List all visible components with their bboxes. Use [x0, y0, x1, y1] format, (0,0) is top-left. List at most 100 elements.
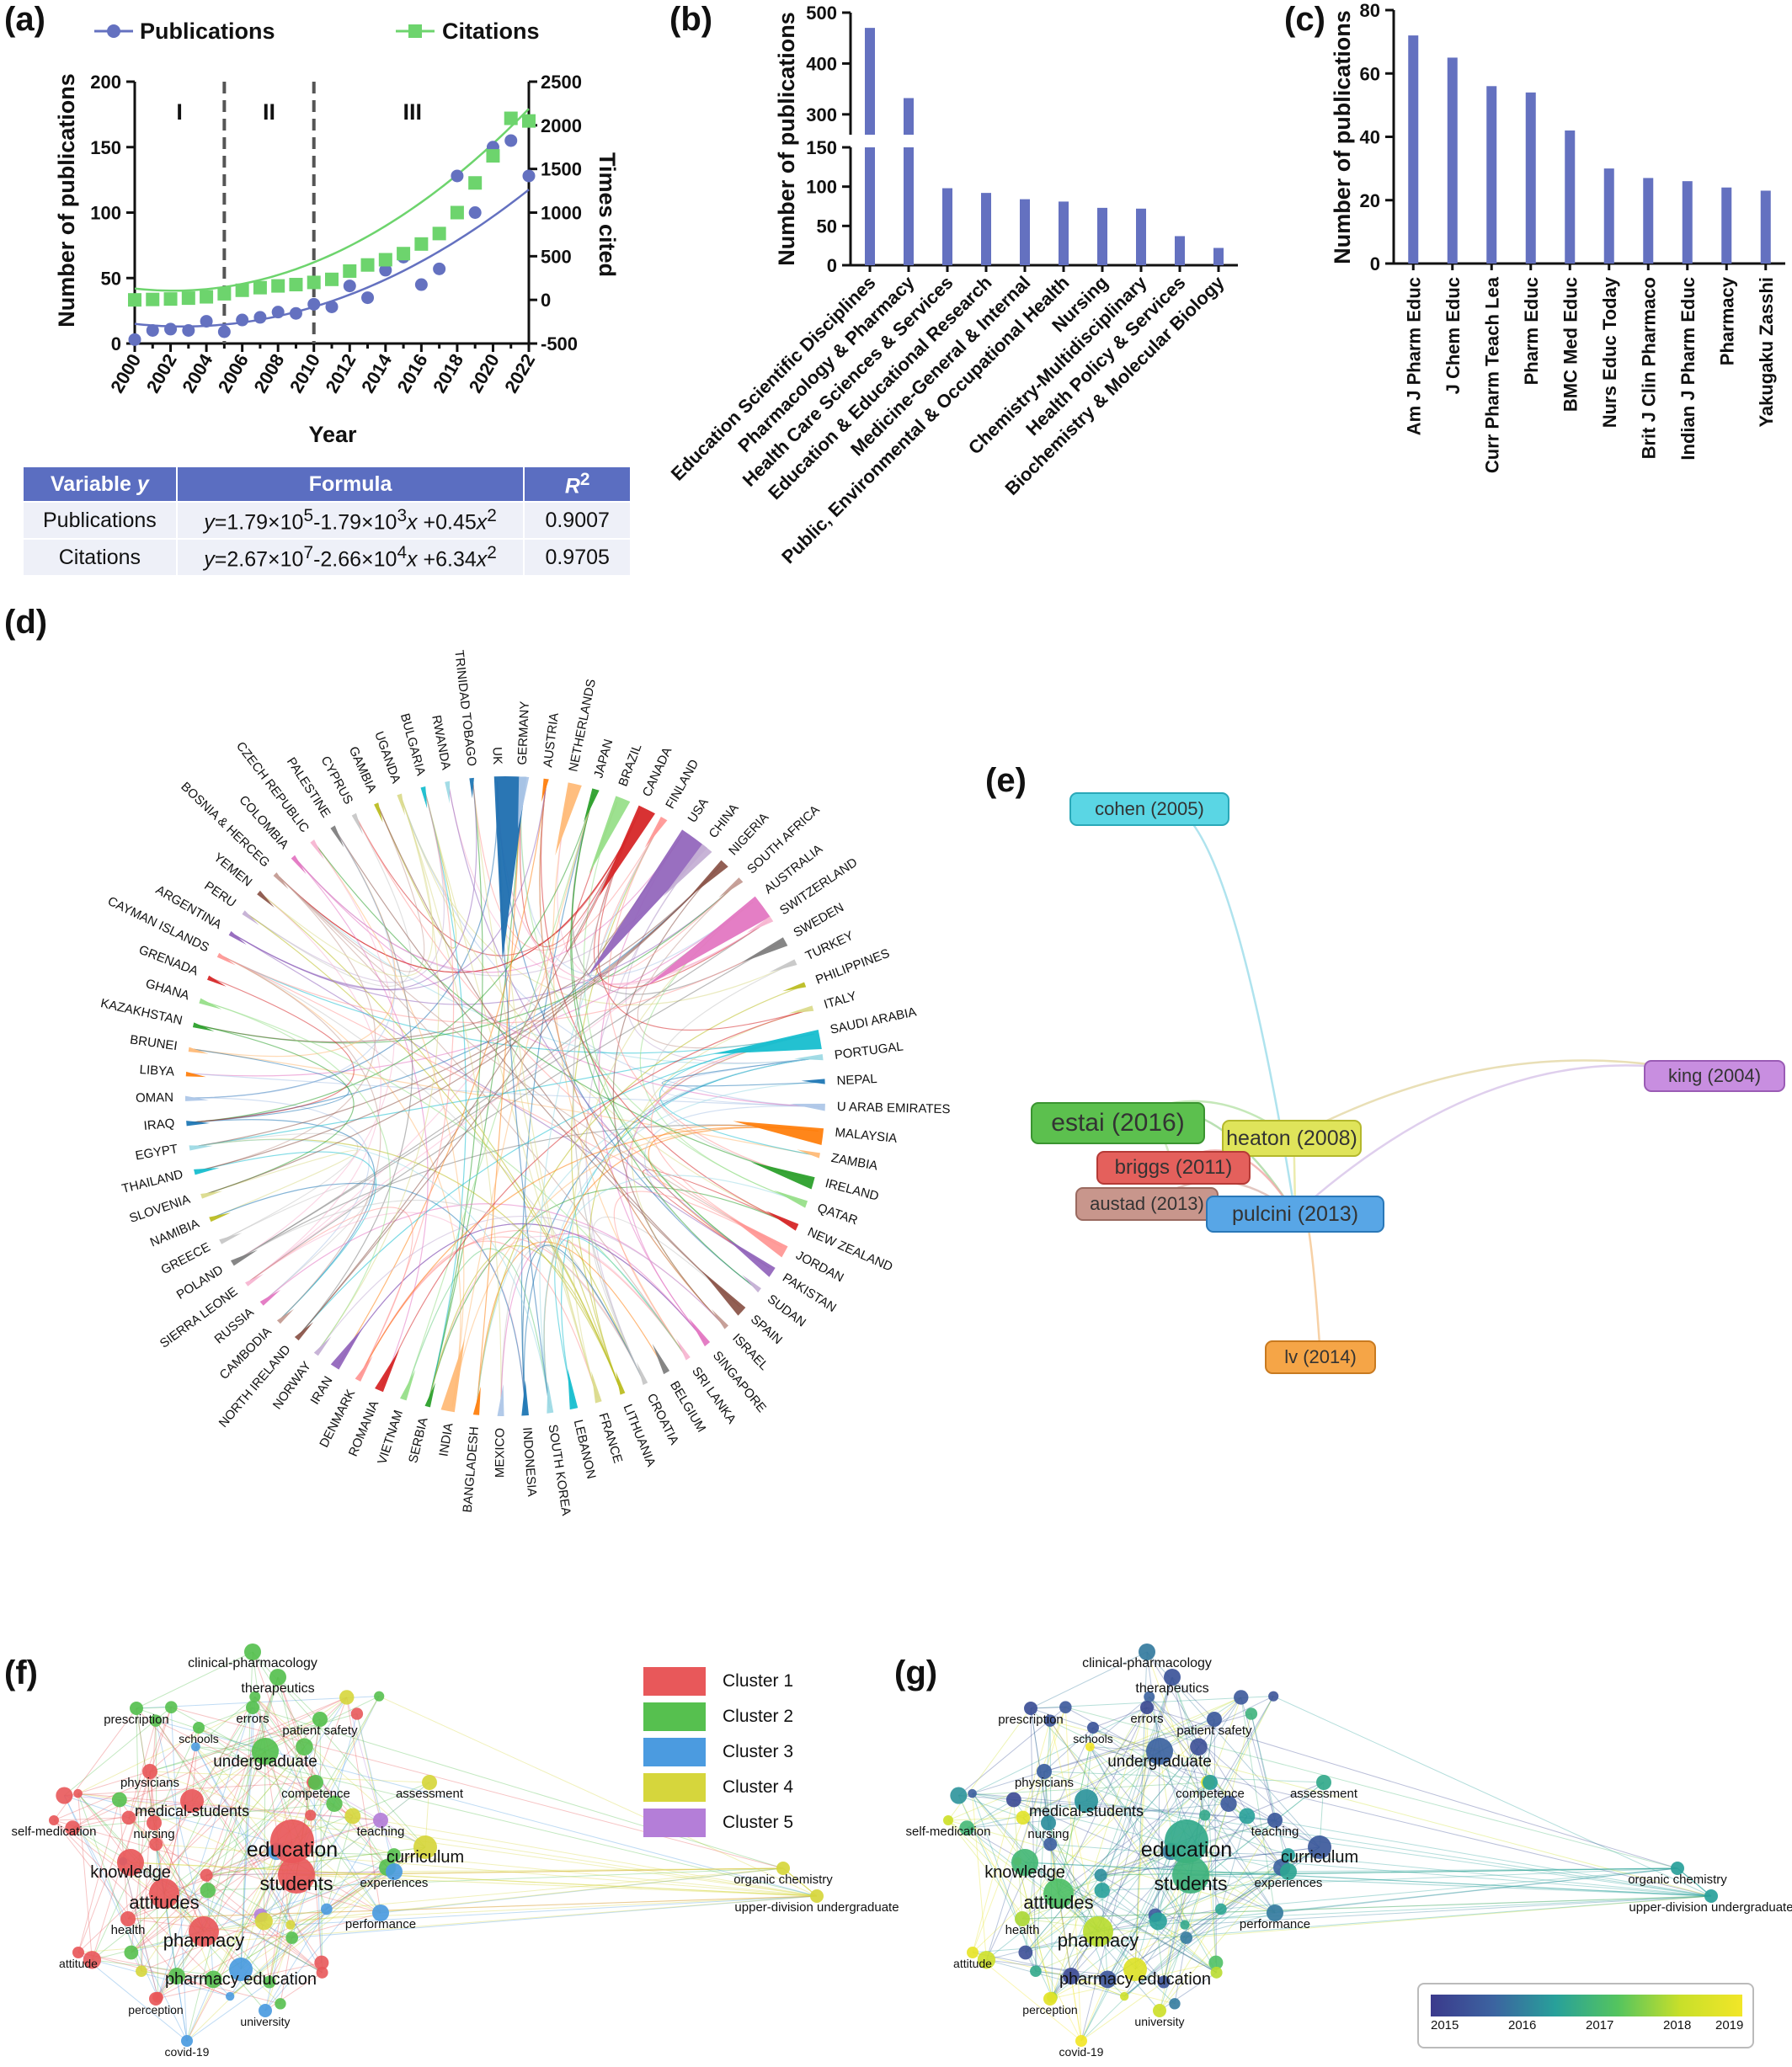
chord-link [448, 786, 770, 1269]
chord-link [249, 894, 381, 1281]
keyword-link [1174, 1937, 1187, 2004]
country-label: SLOVENIA [128, 1192, 193, 1226]
keyword-link [260, 1782, 430, 1916]
publication-point [433, 262, 446, 275]
chord-link [613, 1191, 782, 1356]
y2-tick-label: 500 [541, 246, 572, 267]
keyword-link [1190, 1867, 1678, 1876]
keyword-link [966, 1827, 1217, 1974]
keyword-link [296, 1874, 818, 1897]
publication-point [468, 206, 482, 219]
keyword-link [1080, 1981, 1165, 2042]
paper-node[interactable]: briggs (2011) [1096, 1151, 1251, 1185]
country-sector [636, 1361, 648, 1385]
keyword-link [1146, 1651, 1283, 1868]
chord-link [234, 782, 477, 990]
keyword-label: competence [281, 1787, 350, 1801]
keyword-link [1159, 1819, 1276, 2011]
citation-point [343, 264, 357, 278]
keyword-link [198, 1707, 253, 1729]
keyword-node [1083, 1916, 1113, 1947]
citation-point [253, 280, 267, 295]
legend-swatch [643, 1773, 706, 1802]
keyword-link [352, 1815, 818, 1897]
paper-node[interactable]: estai (2016) [1031, 1102, 1205, 1144]
keyword-node [1149, 1912, 1167, 1931]
keyword-link [966, 1827, 1099, 1932]
y2-tick-label: 2000 [541, 115, 582, 136]
y-tick-label: 150 [90, 137, 121, 158]
keyword-node [1214, 1903, 1227, 1915]
paper-node[interactable]: cohen (2005) [1069, 792, 1229, 826]
keyword-link [393, 1854, 818, 1897]
chord-link [299, 1033, 814, 1335]
keyword-link [782, 1867, 818, 1897]
keyword-node [1220, 1795, 1237, 1812]
keyword-node [1041, 1815, 1056, 1830]
keyword-link [264, 1867, 388, 2011]
x-tick-label: 2012 [321, 350, 360, 397]
keyword-link [1228, 1713, 1252, 1804]
keyword-link [310, 1814, 381, 1914]
chord-link [296, 860, 429, 1387]
y-tick-label: 100 [90, 203, 121, 224]
keyword-link [191, 1727, 200, 1802]
keyword-node [200, 1883, 216, 1899]
phase-label: III [403, 99, 422, 125]
chord-link [404, 1248, 551, 1409]
keyword-label: undergraduate [1107, 1753, 1212, 1771]
keyword-node [130, 1702, 143, 1715]
y-tick-label: 150 [806, 137, 837, 158]
fit-curve-citations [134, 108, 530, 292]
keyword-link [378, 1696, 818, 1897]
keyword-label: attitudes [1023, 1892, 1093, 1913]
bar [1643, 178, 1654, 264]
keyword-link [163, 1893, 281, 2005]
publication-point [146, 323, 159, 337]
keyword-node [1144, 1691, 1155, 1702]
citation-point [468, 176, 483, 190]
paper-node[interactable]: heaton (2008) [1222, 1120, 1362, 1157]
publication-point [289, 306, 302, 320]
chord-link [476, 986, 801, 1410]
country-sector [228, 930, 247, 946]
keyword-link [1213, 1718, 1218, 1973]
chord-link [317, 1216, 723, 1350]
keyword-link [229, 1867, 388, 1997]
citation-point [181, 291, 195, 306]
keyword-node [959, 1820, 975, 1836]
chord-link [593, 811, 768, 989]
keyword-link [972, 1793, 1712, 1897]
paper-node[interactable]: austad (2013) [1075, 1187, 1219, 1221]
keyword-link [356, 1713, 381, 1821]
paper-node[interactable]: lv (2014) [1265, 1340, 1376, 1374]
y2-tick-label: 1000 [541, 203, 582, 224]
keyword-node [1210, 1966, 1223, 1979]
keyword-node [72, 1947, 84, 1958]
country-sector [675, 1338, 691, 1361]
keyword-node [413, 1835, 437, 1859]
paper-node[interactable]: king (2004) [1644, 1060, 1785, 1092]
table-header-formula: Formula [176, 467, 525, 502]
citation-point [325, 272, 339, 286]
country-sector [616, 1371, 626, 1395]
keyword-link [156, 1843, 818, 1897]
paper-node[interactable]: pulcini (2013) [1206, 1196, 1384, 1233]
country-sector [712, 1029, 822, 1054]
keyword-link [53, 1697, 347, 1821]
keyword-node [1094, 1868, 1107, 1882]
keyword-node [1087, 1722, 1099, 1734]
keyword-link [195, 1746, 291, 1926]
keyword-node [1671, 1862, 1684, 1875]
keyword-link [77, 1799, 120, 1953]
keyword-link [1146, 1707, 1678, 1869]
chord-link [428, 781, 523, 1402]
keyword-link [315, 1782, 381, 1821]
keyword-node [136, 1965, 147, 1978]
x-tick-label: Pharmacy [1716, 276, 1737, 365]
chord-link [279, 876, 819, 1064]
keyword-link [53, 1819, 214, 1980]
keyword-link [1080, 1676, 1173, 2042]
country-label: GAMBIA [346, 744, 379, 795]
y-tick-label: 40 [1360, 127, 1380, 148]
